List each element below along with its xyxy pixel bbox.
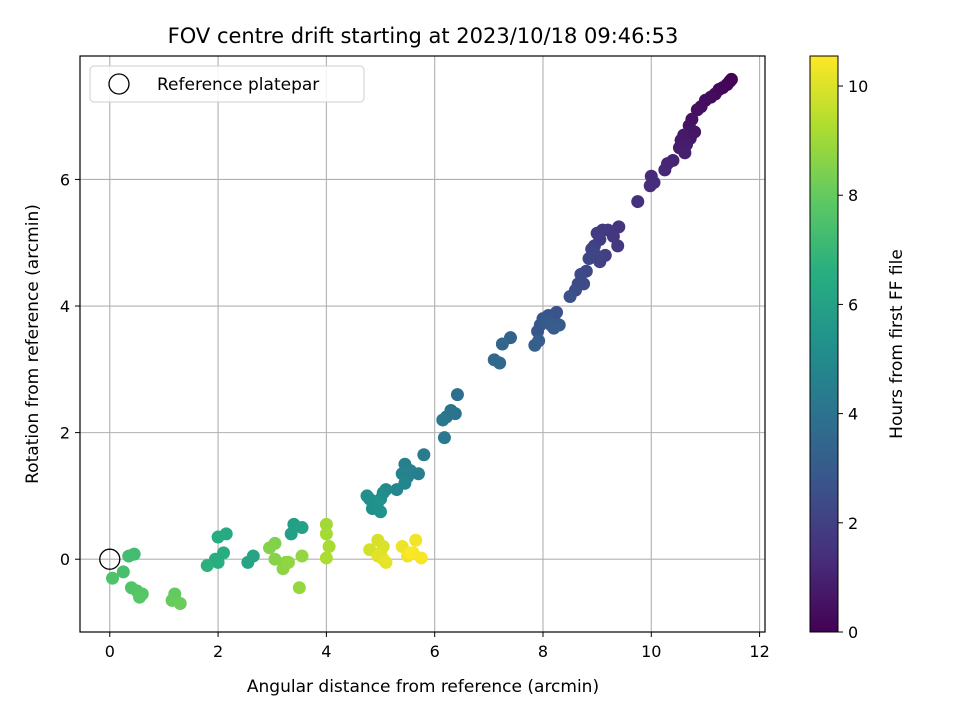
legend-marker-reference [108, 73, 130, 95]
data-point [487, 353, 501, 367]
plot-frame [79, 55, 766, 633]
y-tick-label: 0 [60, 550, 70, 569]
chart-title: FOV centre drift starting at 2023/10/18 … [168, 24, 679, 48]
data-point [643, 179, 657, 193]
data-point [414, 551, 428, 565]
x-tick-label: 8 [538, 642, 548, 661]
colorbar-tick-label: 8 [848, 186, 858, 205]
data-point [122, 549, 136, 563]
colorbar-gradient [809, 55, 839, 633]
reference-platepar-marker [99, 548, 121, 570]
data-point [268, 552, 282, 566]
data-point [173, 597, 187, 611]
data-point [582, 252, 596, 266]
y-tick-label: 4 [60, 297, 70, 316]
data-point [105, 571, 119, 585]
x-axis-label: Angular distance from reference (arcmin) [247, 677, 599, 697]
data-point [360, 489, 374, 503]
data-point [611, 239, 625, 253]
data-point [495, 337, 509, 351]
data-point [612, 220, 626, 234]
colorbar-tick-label: 2 [848, 514, 858, 533]
x-tick-label: 12 [749, 642, 769, 661]
data-point [211, 530, 225, 544]
grid [80, 56, 765, 632]
x-axis-ticks: 0 2 4 6 8 10 12 [105, 632, 770, 661]
data-point [678, 146, 692, 160]
data-point [409, 533, 423, 547]
data-point [690, 103, 704, 117]
legend: Reference platepar [89, 65, 365, 103]
data-point [319, 551, 333, 565]
y-tick-label: 6 [60, 170, 70, 189]
data-point [319, 517, 333, 531]
data-point [390, 483, 404, 497]
data-point [295, 549, 309, 563]
data-point [417, 448, 431, 462]
x-tick-label: 0 [105, 642, 115, 661]
data-point [563, 290, 577, 304]
data-point [292, 581, 306, 595]
data-point [437, 431, 451, 445]
data-point [590, 226, 604, 240]
x-tick-label: 4 [321, 642, 331, 661]
x-tick-label: 6 [430, 642, 440, 661]
y-axis-ticks: 0 2 4 6 [60, 170, 80, 569]
data-point [281, 555, 295, 569]
colorbar-tick-label: 6 [848, 295, 858, 314]
y-tick-label: 2 [60, 424, 70, 443]
legend-label-reference: Reference platepar [157, 75, 319, 95]
data-point [322, 540, 336, 554]
data-point [211, 555, 225, 569]
data-point [450, 388, 464, 402]
x-tick-label: 10 [641, 642, 661, 661]
legend-box [89, 65, 365, 103]
data-point [241, 555, 255, 569]
colorbar: 0 2 4 6 8 10 Hours from first FF file [809, 55, 907, 642]
data-point [319, 527, 333, 541]
y-axis-label: Rotation from reference (arcmin) [23, 204, 43, 484]
data-point [263, 541, 277, 555]
data-point [528, 338, 542, 352]
x-tick-label: 2 [213, 642, 223, 661]
colorbar-tick-label: 0 [848, 623, 858, 642]
data-point [200, 559, 214, 573]
data-point [284, 527, 298, 541]
data-points [99, 72, 738, 611]
data-point [116, 565, 130, 579]
data-point [436, 413, 450, 427]
colorbar-tick-label: 4 [848, 405, 858, 424]
data-point [547, 321, 561, 335]
data-point [374, 505, 388, 519]
data-point [658, 163, 672, 177]
data-point [133, 590, 147, 604]
data-point [631, 195, 645, 209]
colorbar-label: Hours from first FF file [887, 249, 907, 439]
data-point [379, 555, 393, 569]
data-point [403, 546, 417, 560]
colorbar-ticks: 0 2 4 6 8 10 [838, 77, 868, 642]
data-point [295, 521, 309, 535]
colorbar-tick-label: 10 [848, 77, 868, 96]
data-point [531, 324, 545, 338]
